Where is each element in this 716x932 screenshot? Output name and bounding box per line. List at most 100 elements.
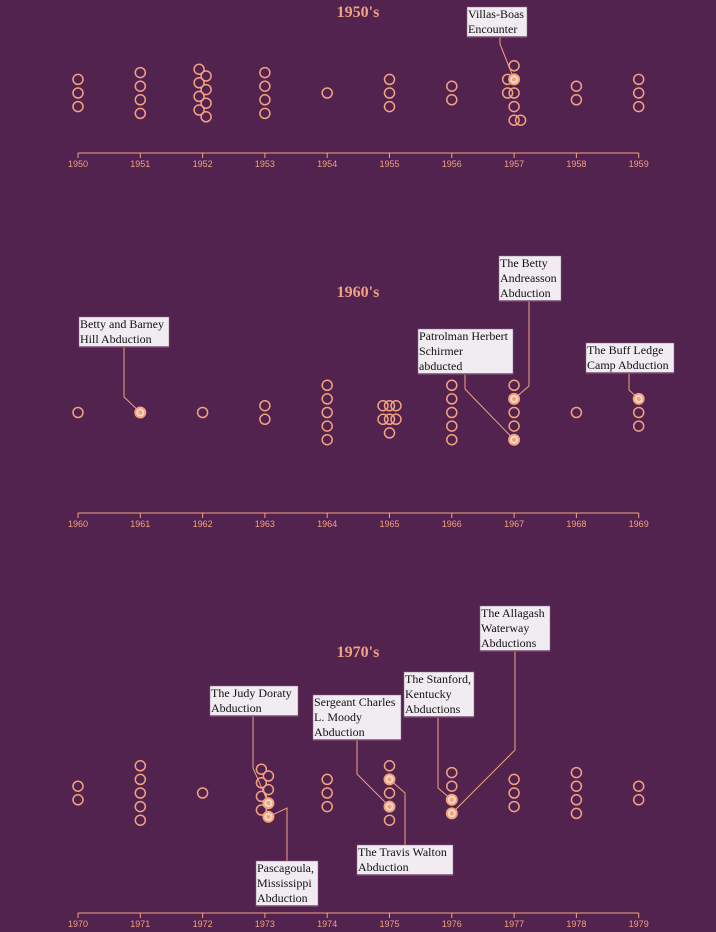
annotation-label-box <box>78 316 170 348</box>
annotation-label: The Buff Ledge Camp Abduction <box>587 343 669 372</box>
incident-dot <box>193 104 205 116</box>
incident-dot-core <box>266 801 271 806</box>
incident-dot <box>200 83 212 96</box>
incident-dot-core <box>449 797 454 802</box>
incident-dot <box>570 780 583 792</box>
incident-dot-core <box>511 396 517 402</box>
annotation-label: The Allagash Waterway Abductions <box>481 606 545 650</box>
incident-dot <box>570 94 583 106</box>
incident-dot <box>134 80 147 92</box>
incident-dot <box>321 393 333 405</box>
x-tick-label: 1979 <box>629 919 649 929</box>
incident-dot <box>632 406 645 419</box>
x-tick-label: 1978 <box>566 919 586 929</box>
incident-dot <box>321 433 333 446</box>
incident-dot <box>383 814 396 826</box>
annotation-label-box <box>312 694 402 741</box>
incident-dot <box>321 800 333 813</box>
incident-dot <box>508 406 520 419</box>
annotation-leader-line <box>451 651 516 814</box>
incident-dot <box>262 783 275 796</box>
incident-dot <box>72 87 84 99</box>
incident-dot-core <box>266 814 271 819</box>
incident-dot <box>134 787 147 799</box>
incident-dot <box>383 413 396 426</box>
incident-dot <box>390 399 402 412</box>
incident-dot <box>446 420 458 432</box>
annotation-leader-line <box>123 347 141 413</box>
incident-dot-core <box>636 396 641 402</box>
incident-dot <box>259 107 271 120</box>
incident-dot <box>508 87 520 99</box>
incident-dot <box>632 87 645 99</box>
annotation-leader-line <box>252 716 269 804</box>
x-tick-label: 1962 <box>193 519 213 529</box>
incident-dot <box>321 787 333 799</box>
incident-dot <box>134 760 147 772</box>
incident-dot <box>193 63 205 75</box>
incident-dot <box>508 60 520 72</box>
annotation-leader-line <box>499 37 515 80</box>
incident-dot <box>632 420 645 432</box>
incident-dot <box>255 777 268 789</box>
x-tick-label: 1971 <box>130 919 150 929</box>
annotation-labels-layer: Villas-Boas Encounter Betty and Barney Hill… <box>78 6 675 907</box>
annotation-leader-line <box>268 807 288 861</box>
incident-dot-core <box>449 811 454 816</box>
annotation-label-box <box>403 671 475 718</box>
incident-dot <box>72 73 84 86</box>
annotation-label-box <box>255 860 319 907</box>
x-tick-label: 1967 <box>504 519 524 529</box>
incident-dot <box>383 760 396 772</box>
incident-dot <box>508 787 520 799</box>
x-tick-label: 1969 <box>629 519 649 529</box>
incident-dot <box>570 807 583 820</box>
incident-dot <box>377 399 389 412</box>
incident-dot <box>255 790 268 803</box>
decade-title-1960s: 1960's <box>337 284 380 301</box>
annotation-label-box <box>466 6 528 38</box>
incident-dot <box>262 770 275 782</box>
x-tick-label: 1970 <box>68 919 88 929</box>
annotation-label: Patrolman Herbert Schirmer abducted <box>419 329 509 373</box>
incident-dot <box>259 94 271 106</box>
annotation-label: The Judy Doraty Abduction <box>211 686 292 715</box>
x-tick-label: 1957 <box>504 159 524 169</box>
x-tick-label: 1953 <box>255 159 275 169</box>
annotation-label: Pascagoula, Mississippi Abduction <box>257 861 314 905</box>
annotation-label: Villas-Boas Encounter <box>468 7 524 36</box>
incident-dot <box>134 66 147 79</box>
decade-title-1970s: 1970's <box>337 644 380 661</box>
incident-dot <box>508 800 520 813</box>
incident-dot <box>508 114 520 126</box>
x-tick-label: 1952 <box>193 159 213 169</box>
incident-dot <box>72 780 84 792</box>
incident-dot <box>134 94 147 106</box>
incident-dot-core <box>387 777 392 782</box>
incident-dot <box>196 787 209 799</box>
decade-title-1950s: 1950's <box>337 4 380 21</box>
annotation-label-box <box>209 685 299 717</box>
incident-dot <box>259 399 271 412</box>
incident-dot <box>193 77 205 89</box>
incident-dot <box>446 80 458 92</box>
axes-layer: 1950 1951 1952 1953 1954 1955 1956 1957 1958 1959… <box>68 152 649 929</box>
incident-dot <box>446 766 458 779</box>
incident-dot-core <box>138 410 143 415</box>
annotation-label-box <box>498 255 562 302</box>
incident-dot <box>508 379 520 392</box>
incident-dot <box>255 804 268 816</box>
incident-dot <box>446 433 458 446</box>
dots-layer <box>72 60 645 826</box>
incident-dot <box>383 87 396 99</box>
incident-dot <box>259 80 271 92</box>
annotation-label: Sergeant Charles L. Moody Abduction <box>314 695 396 739</box>
incident-dot <box>446 379 458 392</box>
annotation-label: The Betty Andreasson Abduction <box>500 256 557 300</box>
x-tick-label: 1975 <box>379 919 399 929</box>
annotation-leader-line <box>437 717 453 801</box>
incident-dot <box>321 406 333 419</box>
x-tick-label: 1968 <box>566 519 586 529</box>
incident-dot <box>200 70 212 82</box>
